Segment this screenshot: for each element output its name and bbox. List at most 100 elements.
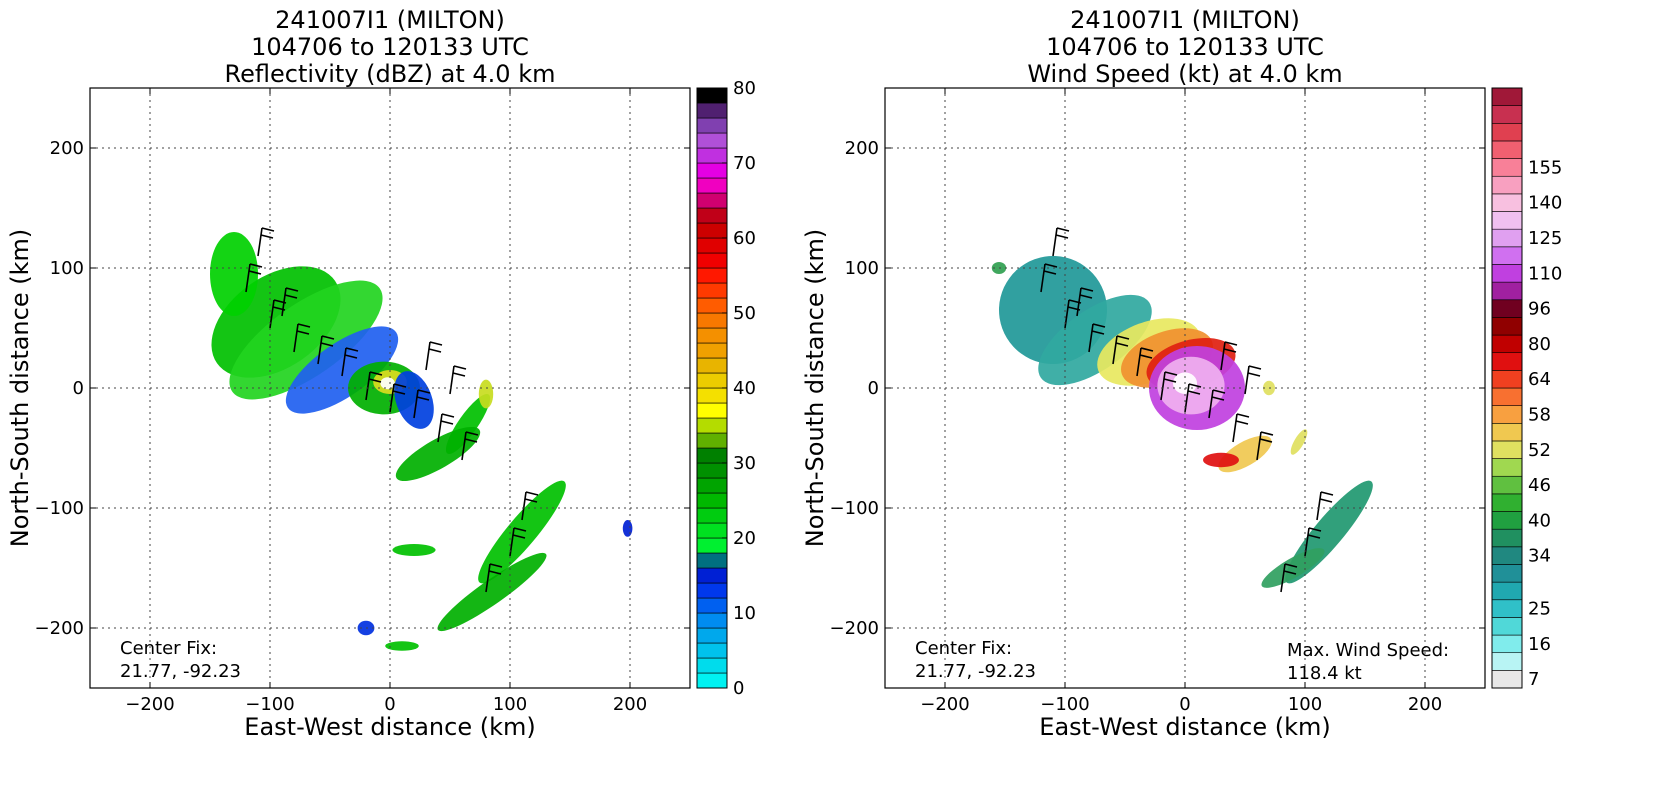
colorbar: 0 10 20 30 40 50 60 70 80 xyxy=(696,78,756,699)
chart-title-line: 241007I1 (MILTON) xyxy=(275,6,505,34)
colorbar-tick-label: 20 xyxy=(733,528,756,549)
y-tick-label: 0 xyxy=(868,378,879,399)
colorbar-swatch xyxy=(1491,617,1523,636)
colorbar-swatch xyxy=(696,477,728,494)
colorbar-tick-label: 0 xyxy=(733,678,744,699)
wind-barb-flag xyxy=(465,431,479,436)
wind-barb-5 xyxy=(365,371,383,401)
wind-barb-16 xyxy=(449,365,467,395)
wind-barb-shaft xyxy=(1208,389,1214,419)
wind-barb-shaft xyxy=(425,341,431,371)
y-axis-label: North-South distance (km) xyxy=(6,229,34,548)
wind-barb-13 xyxy=(281,287,299,317)
wind-barb-6 xyxy=(389,383,407,413)
data-field xyxy=(991,227,1373,593)
colorbar-swatch xyxy=(696,327,728,344)
colorbar-tick-label: 7 xyxy=(1528,669,1539,690)
wind-barb-flag xyxy=(1188,383,1202,388)
wind-barb-11 xyxy=(1304,527,1322,557)
colorbar-swatch xyxy=(1491,140,1523,159)
wind-barb-shaft xyxy=(461,431,467,461)
colorbar-swatch xyxy=(696,87,728,104)
data-cell-3 xyxy=(210,232,258,316)
colorbar-swatch xyxy=(696,342,728,359)
wind-barb-flag xyxy=(429,341,443,346)
wind-barb-9 xyxy=(461,431,479,461)
wind-barb-flag xyxy=(488,570,502,575)
wind-barb-flag xyxy=(525,491,539,496)
wind-barb-flag xyxy=(1259,438,1273,443)
colorbar-swatch xyxy=(696,267,728,284)
wind-barb-flag xyxy=(1320,491,1334,496)
colorbar-swatch xyxy=(696,567,728,584)
wind-barb-shaft xyxy=(341,347,347,377)
wind-barb-shaft xyxy=(437,413,443,443)
colorbar-swatch xyxy=(696,402,728,419)
colorbar-swatch xyxy=(1491,422,1523,442)
x-tick-label: −200 xyxy=(920,694,969,715)
colorbar-tick-label: 64 xyxy=(1528,369,1551,390)
colorbar-tick-label: 60 xyxy=(733,228,756,249)
wind-barb-flag xyxy=(1079,294,1093,299)
colorbar-swatch xyxy=(696,657,728,674)
colorbar-swatch xyxy=(696,462,728,479)
colorbar-swatch xyxy=(696,432,728,449)
colorbar-swatch xyxy=(1491,634,1523,654)
wind-barb-flag xyxy=(392,390,406,395)
wind-barb-flag xyxy=(249,263,263,268)
wind-barb-shaft xyxy=(293,323,299,353)
wind-barb-flag xyxy=(1043,270,1057,275)
wind-barb-5 xyxy=(1160,371,1178,401)
wind-barb-flag xyxy=(1187,390,1201,395)
grid xyxy=(885,88,1485,688)
wind-barb-flag xyxy=(464,438,478,443)
wind-barb-6 xyxy=(1184,383,1202,413)
colorbar-tick-label: 46 xyxy=(1528,475,1551,496)
x-tick-label: −100 xyxy=(245,694,294,715)
colorbar-tick-label: 16 xyxy=(1528,634,1551,655)
wind-barb-flag xyxy=(1247,372,1261,377)
colorbar-swatch xyxy=(1491,122,1523,142)
wind-barb-flag xyxy=(1115,342,1129,347)
colorbar-swatch xyxy=(1491,317,1523,336)
data-field xyxy=(210,227,633,651)
colorbar-swatch xyxy=(696,102,728,119)
x-tick-label: 100 xyxy=(493,694,527,715)
colorbar-swatch xyxy=(696,117,728,134)
wind-barb-shaft xyxy=(1220,341,1226,371)
colorbar-swatch xyxy=(1491,493,1523,512)
colorbar-swatch xyxy=(696,522,728,539)
colorbar-swatch xyxy=(1491,405,1523,424)
wind-barb-flag xyxy=(1235,420,1249,425)
wind-barb-shaft xyxy=(1160,371,1166,401)
wind-barb-flag xyxy=(1319,498,1333,503)
wind-barb-16 xyxy=(1244,365,1262,395)
colorbar-swatch xyxy=(1491,511,1523,530)
colorbar-swatch xyxy=(1491,528,1523,548)
wind-barb-shaft xyxy=(317,335,323,365)
wind-barb-flag xyxy=(1140,347,1154,352)
colorbar-swatch xyxy=(696,222,728,239)
colorbar-swatch xyxy=(1491,546,1523,565)
colorbar-swatch xyxy=(1491,193,1523,212)
colorbar-swatch xyxy=(1491,246,1523,265)
wind-barb-shaft xyxy=(1136,347,1142,377)
wind-barb-12 xyxy=(1280,563,1298,593)
data-cell-9 xyxy=(395,426,481,482)
colorbar-tick-label: 40 xyxy=(733,378,756,399)
colorbar-swatch xyxy=(696,627,728,644)
data-cell-11 xyxy=(478,480,566,584)
colorbar-swatch xyxy=(696,177,728,194)
wind-barb-flag xyxy=(1248,365,1262,370)
wind-barb-flag xyxy=(1164,371,1178,376)
wind-barb-shaft xyxy=(521,491,527,521)
colorbar-swatch xyxy=(1491,670,1523,689)
colorbar-swatch xyxy=(1491,581,1523,601)
wind-barb-flag xyxy=(1260,431,1274,436)
colorbar-swatch xyxy=(696,312,728,329)
colorbar-swatch xyxy=(1491,158,1523,177)
wind-barb-7 xyxy=(413,389,431,419)
wind-barb-flag xyxy=(1223,348,1237,353)
